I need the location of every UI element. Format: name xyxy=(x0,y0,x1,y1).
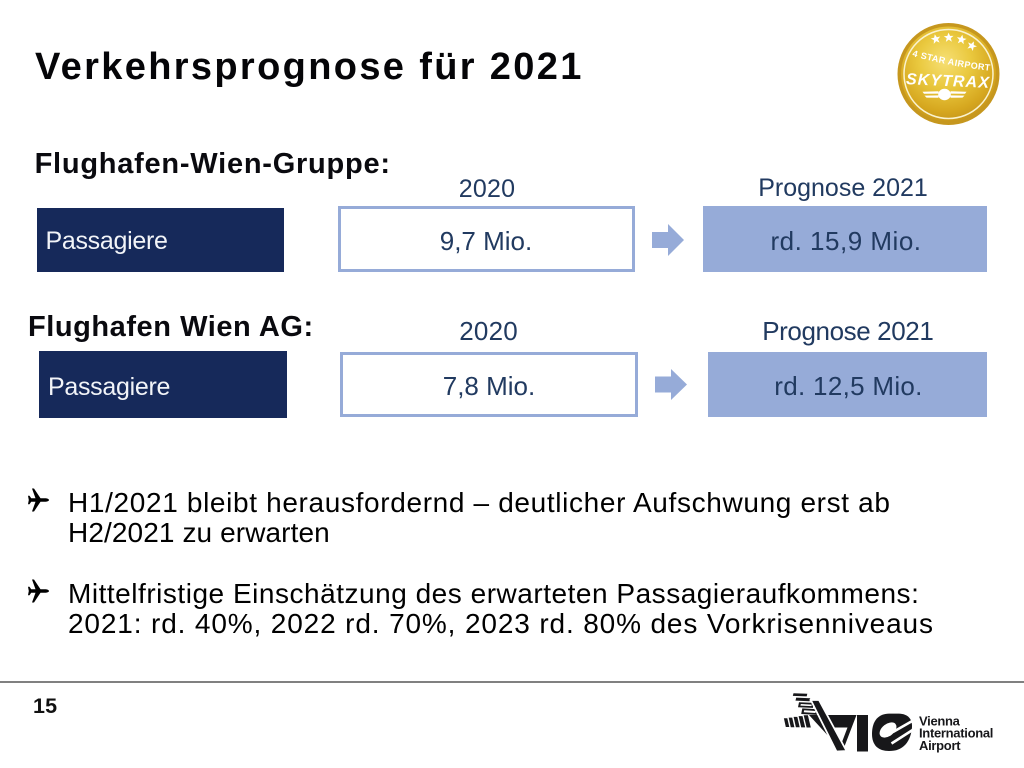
svg-text:SKYTRAX: SKYTRAX xyxy=(906,71,991,92)
svg-text:Airport: Airport xyxy=(919,738,961,753)
svg-text:Vienna: Vienna xyxy=(919,714,961,729)
svg-text:International: International xyxy=(919,725,993,740)
